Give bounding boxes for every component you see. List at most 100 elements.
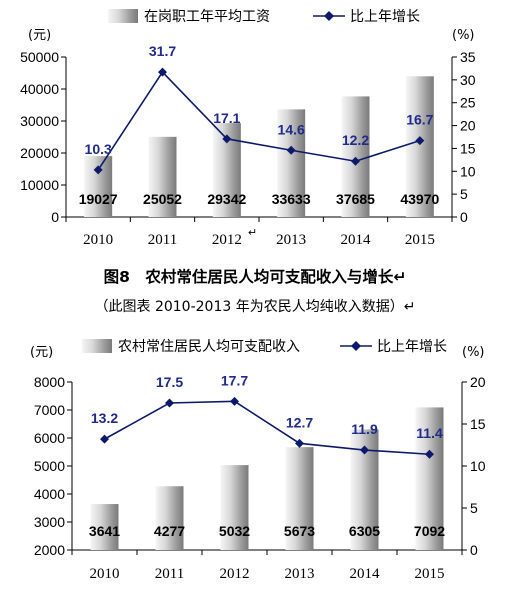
category-label: 2010 <box>90 566 120 582</box>
bar <box>277 109 306 217</box>
category-label: 2013 <box>276 232 306 248</box>
growth-value-label: 17.5 <box>156 374 183 390</box>
category-label: 2014 <box>341 232 372 248</box>
legend-bar-label: 农村常住居民人均可支配收入 <box>118 339 300 355</box>
left-tick-label: 0 <box>51 209 59 225</box>
category-label: 2011 <box>155 566 184 582</box>
bar-value-label: 7092 <box>414 523 445 539</box>
right-tick-label: 25 <box>460 95 476 111</box>
growth-value-label: 17.7 <box>221 372 248 388</box>
legend: 农村常住居民人均可支配收入 比上年增长 <box>82 339 447 355</box>
growth-value-label: 31.7 <box>149 43 176 59</box>
growth-point <box>230 396 239 406</box>
right-tick-label: 10 <box>460 163 476 179</box>
chart-marks: 2000 3000 4000 5000 6000 7000 8000 0 5 10 15 20 2010… <box>34 372 486 582</box>
right-axis-unit: (%) <box>452 28 475 43</box>
left-tick-label: 8000 <box>34 374 65 390</box>
right-tick-label: 30 <box>460 72 476 88</box>
left-tick-label: 40000 <box>20 81 59 97</box>
right-tick-label: 0 <box>470 542 478 558</box>
left-tick-label: 2000 <box>34 542 65 558</box>
bar-value-label: 5673 <box>284 523 315 539</box>
right-tick-label: 35 <box>460 49 476 65</box>
bar-value-label: 19027 <box>79 191 118 207</box>
chart-title: 图8 农村常住居民人均可支配收入与增长↵ <box>104 267 407 286</box>
bar-value-label: 4277 <box>154 523 185 539</box>
left-tick-label: 6000 <box>34 430 65 446</box>
left-tick-label: 20000 <box>20 145 59 161</box>
growth-point <box>360 445 369 455</box>
right-tick-label: 0 <box>460 209 468 225</box>
legend: 在岗职工年平均工资 比上年增长 <box>108 9 420 25</box>
left-tick-label: 4000 <box>34 486 65 502</box>
right-tick-label: 5 <box>470 500 478 516</box>
bar-value-label: 43970 <box>400 191 439 207</box>
legend-bar-swatch <box>82 339 112 353</box>
bar <box>415 407 444 550</box>
category-label: 2015 <box>415 566 445 582</box>
bar <box>220 465 249 550</box>
category-label: 2012 <box>212 232 242 248</box>
growth-point <box>222 134 232 144</box>
bar <box>405 76 434 218</box>
bar <box>285 447 314 550</box>
growth-point <box>415 136 425 146</box>
left-tick-label: 30000 <box>20 113 59 129</box>
growth-point <box>295 438 304 448</box>
left-tick-label: 5000 <box>34 458 65 474</box>
growth-line <box>97 70 421 171</box>
legend-line-label: 比上年增长 <box>350 9 420 25</box>
growth-value-label: 12.2 <box>342 132 369 148</box>
bar <box>148 136 177 217</box>
bar-value-label: 25052 <box>143 191 182 207</box>
legend-line-marker <box>324 11 334 21</box>
right-tick-label: 15 <box>470 416 486 432</box>
growth-value-label: 11.4 <box>416 425 443 441</box>
right-tick-label: 5 <box>460 186 468 202</box>
bar <box>84 156 113 217</box>
chart-rural-income: 农村常住居民人均可支配收入 比上年增长 (元) (%) 2000 3000 4000… <box>30 339 486 582</box>
growth-point <box>351 156 360 166</box>
growth-point <box>286 145 296 155</box>
category-label: 2013 <box>285 566 315 582</box>
category-label: 2015 <box>405 232 435 248</box>
growth-value-label: 16.7 <box>406 112 433 128</box>
growth-point <box>158 67 167 77</box>
growth-value-label: 10.3 <box>85 141 112 157</box>
left-tick-label: 10000 <box>20 177 59 193</box>
growth-value-label: 11.9 <box>351 421 378 437</box>
bar-value-label: 29342 <box>207 191 246 207</box>
legend-bar-label: 在岗职工年平均工资 <box>144 9 270 25</box>
left-axis-unit: (元) <box>30 345 53 360</box>
category-label: 2014 <box>350 566 381 582</box>
category-label: 2010 <box>83 232 113 248</box>
growth-point <box>425 449 434 459</box>
bar-value-label: 3641 <box>89 523 120 539</box>
bar <box>155 486 184 550</box>
right-tick-label: 20 <box>460 118 476 134</box>
bar <box>341 96 370 217</box>
growth-point <box>100 434 109 444</box>
bar-value-label: 33633 <box>272 191 311 207</box>
legend-line-label: 比上年增长 <box>377 339 447 355</box>
bar <box>90 504 119 550</box>
right-tick-label: 20 <box>470 374 486 390</box>
left-tick-label: 7000 <box>34 402 65 418</box>
left-axis-unit: (元) <box>28 28 51 43</box>
category-label: 2011 <box>148 232 177 248</box>
right-axis-unit: (%) <box>462 345 485 360</box>
category-label-mark: ↵ <box>248 226 257 239</box>
bar-value-label: 5032 <box>219 523 250 539</box>
category-label: 2012 <box>220 566 250 582</box>
chart-caption: 图8 农村常住居民人均可支配收入与增长↵ （此图表 2010-2013 年为农民… <box>95 267 416 315</box>
chart-subtitle: （此图表 2010-2013 年为农民人均纯收入数据）↵ <box>95 299 416 315</box>
chart-wages: 在岗职工年平均工资 比上年增长 (元) (%) 0 10000 20000 30000… <box>20 9 476 248</box>
left-tick-label: 50000 <box>20 49 59 65</box>
bar-value-label: 6305 <box>349 523 380 539</box>
growth-point <box>93 165 103 175</box>
legend-bar-swatch <box>108 9 138 23</box>
right-tick-label: 10 <box>470 458 486 474</box>
right-tick-label: 15 <box>460 140 476 156</box>
growth-line <box>104 400 430 456</box>
